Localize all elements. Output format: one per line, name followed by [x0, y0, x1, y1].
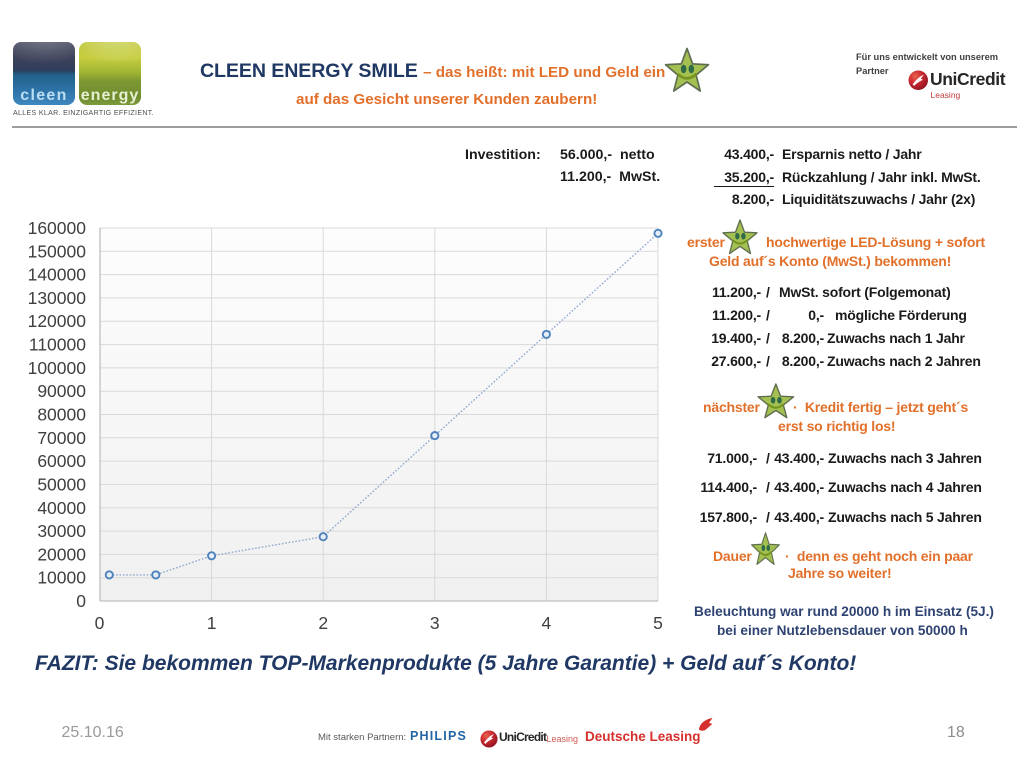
svg-text:60000: 60000	[37, 451, 86, 471]
svg-text:140000: 140000	[28, 265, 87, 285]
svg-text:160000: 160000	[28, 218, 87, 238]
svg-text:150000: 150000	[28, 241, 87, 261]
svg-text:30000: 30000	[37, 521, 86, 541]
svg-text:2: 2	[318, 613, 328, 633]
svg-text:70000: 70000	[37, 428, 86, 448]
svg-text:110000: 110000	[29, 335, 86, 355]
svg-text:0: 0	[95, 613, 105, 633]
svg-text:120000: 120000	[28, 311, 87, 331]
svg-text:100000: 100000	[28, 358, 87, 378]
svg-text:50000: 50000	[37, 474, 86, 494]
svg-text:10000: 10000	[37, 568, 86, 588]
svg-text:90000: 90000	[37, 381, 86, 401]
svg-text:0: 0	[76, 591, 86, 611]
svg-text:40000: 40000	[37, 498, 86, 518]
svg-text:20000: 20000	[37, 544, 86, 564]
svg-text:1: 1	[207, 613, 217, 633]
svg-text:130000: 130000	[28, 288, 87, 308]
svg-text:80000: 80000	[37, 405, 86, 425]
svg-text:3: 3	[430, 613, 440, 633]
svg-text:4: 4	[542, 613, 552, 633]
svg-text:5: 5	[653, 613, 663, 633]
